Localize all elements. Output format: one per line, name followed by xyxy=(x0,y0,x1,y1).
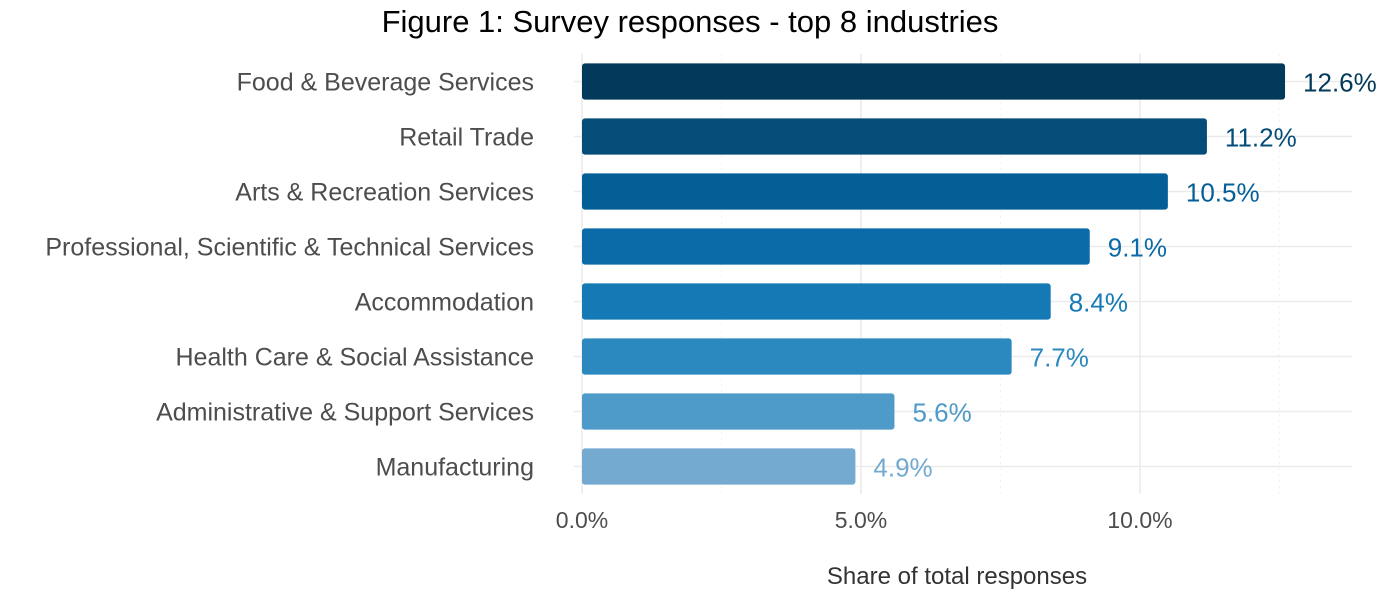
chart-title: Figure 1: Survey responses - top 8 indus… xyxy=(382,4,999,39)
x-axis-title: Share of total responses xyxy=(827,563,1087,590)
category-label-health-care-and-social-assistance: Health Care & Social Assistance xyxy=(175,344,534,372)
value-label-administrative-and-support-services: 5.6% xyxy=(912,398,971,428)
value-label-professional-scientific-and-technical-services: 9.1% xyxy=(1108,233,1167,263)
bar-manufacturing xyxy=(582,448,856,485)
category-labels: Food & Beverage Services Retail Trade Arts… xyxy=(45,69,534,482)
value-labels: 12.6%11.2% 10.5% 9.1% 8.4% 7.7% 5.6% 4.9% xyxy=(873,68,1376,483)
category-label-manufacturing: Manufacturing xyxy=(376,454,534,482)
bar-administrative-and-support-services xyxy=(582,393,895,430)
bar-food-and-beverage-services xyxy=(582,63,1286,100)
x-tick-label: 0.0% xyxy=(556,507,608,533)
value-label-manufacturing: 4.9% xyxy=(873,453,932,483)
category-label-administrative-and-support-services: Administrative & Support Services xyxy=(156,399,534,427)
x-axis-ticks: 0.0% 5.0% 10.0% xyxy=(556,507,1173,533)
bar-accommodation xyxy=(582,283,1051,320)
bar-professional-scientific-and-technical-services xyxy=(582,228,1090,265)
category-label-food-and-beverage-services: Food & Beverage Services xyxy=(237,69,534,97)
category-label-professional-scientific-and-technical-services: Professional, Scientific & Technical Ser… xyxy=(45,234,534,262)
value-label-health-care-and-social-assistance: 7.7% xyxy=(1030,343,1089,373)
bars xyxy=(582,63,1286,485)
x-tick-label: 10.0% xyxy=(1107,507,1172,533)
value-label-arts-and-recreation-services: 10.5% xyxy=(1186,178,1260,208)
category-label-retail-trade: Retail Trade xyxy=(399,124,534,152)
bar-arts-and-recreation-services xyxy=(582,173,1168,210)
value-label-food-and-beverage-services: 12.6% xyxy=(1303,68,1377,98)
category-label-arts-and-recreation-services: Arts & Recreation Services xyxy=(235,179,534,207)
value-label-accommodation: 8.4% xyxy=(1069,288,1128,318)
bar-retail-trade xyxy=(582,118,1207,155)
x-tick-label: 5.0% xyxy=(835,507,887,533)
value-label-retail-trade: 11.2% xyxy=(1225,123,1297,153)
category-label-accommodation: Accommodation xyxy=(355,289,534,317)
bar-health-care-and-social-assistance xyxy=(582,338,1012,375)
